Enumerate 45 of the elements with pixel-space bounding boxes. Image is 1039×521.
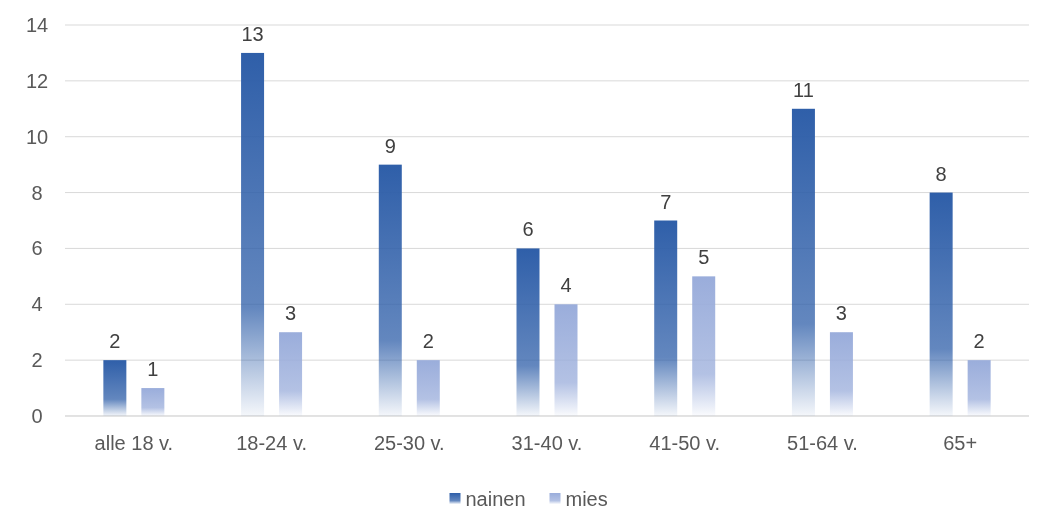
y-tick-label: 6 [31, 237, 43, 260]
y-tick-label: 0 [31, 405, 43, 427]
data-label: 11 [793, 78, 814, 101]
y-tick-label: 10 [25, 125, 49, 148]
bar [829, 332, 853, 416]
legend-label: nainen [465, 488, 526, 510]
bar [654, 220, 678, 416]
data-label: 9 [384, 134, 396, 157]
bar [103, 360, 127, 416]
bar [279, 332, 303, 416]
data-label: 2 [422, 330, 434, 353]
data-label: 2 [973, 330, 985, 353]
data-label: 3 [835, 302, 847, 325]
data-label: 2 [109, 330, 121, 353]
data-label: 3 [285, 302, 297, 325]
bar [378, 164, 402, 416]
bar [929, 192, 953, 416]
data-label: 8 [935, 162, 947, 185]
data-label: 1 [147, 358, 159, 381]
y-tick-label: 4 [31, 293, 43, 316]
x-tick-label: 25-30 v. [373, 432, 445, 454]
x-tick-label: alle 18 v. [94, 432, 174, 454]
legend-label: mies [565, 488, 608, 510]
x-tick-label: 65+ [943, 432, 978, 454]
y-tick-label: 14 [25, 14, 49, 36]
bar [141, 388, 165, 416]
data-label: 4 [560, 274, 572, 297]
bar [516, 248, 540, 416]
data-label: 6 [522, 218, 534, 241]
x-tick-label: 51-64 v. [787, 432, 858, 454]
y-tick-label: 2 [31, 349, 43, 372]
bar [967, 360, 991, 416]
bar [791, 108, 815, 416]
x-tick-label: 41-50 v. [649, 432, 721, 454]
y-tick-label: 8 [31, 181, 43, 204]
bar [416, 360, 440, 416]
y-tick-label: 12 [25, 69, 49, 92]
data-label: 5 [698, 246, 710, 269]
x-tick-label: 18-24 v. [236, 432, 307, 454]
bar [692, 276, 716, 416]
data-label: 13 [241, 22, 264, 45]
x-tick-label: 31-40 v. [511, 432, 583, 454]
bar [241, 52, 265, 416]
data-label: 7 [660, 190, 672, 213]
bar [554, 304, 578, 416]
